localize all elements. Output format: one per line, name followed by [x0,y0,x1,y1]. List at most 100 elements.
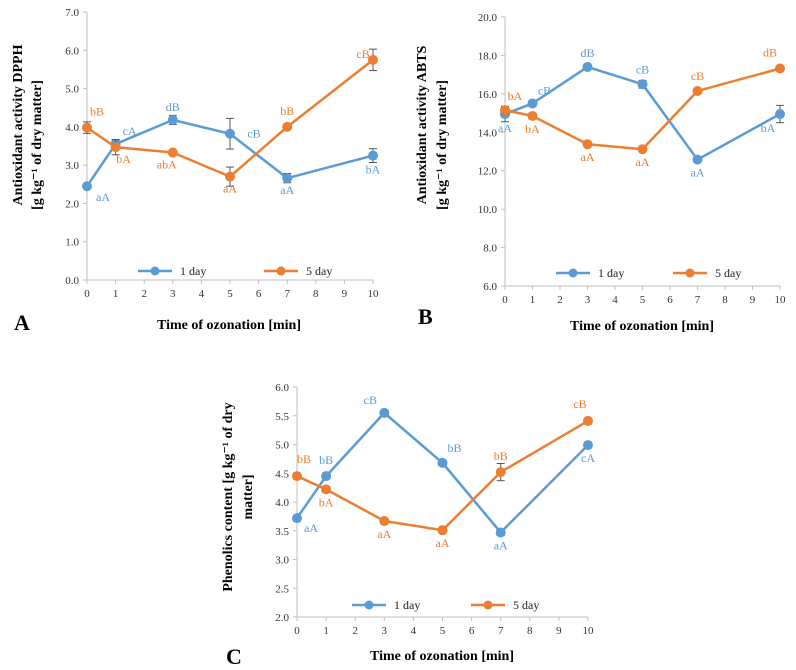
data-point-5day [437,525,448,536]
y-tick-label: 1.0 [65,237,79,249]
x-tick-label: 3 [170,288,176,300]
legend: 1 day 5 day [138,264,332,278]
y-axis-title-line2: matter] [241,474,256,519]
data-label-5day: bB [90,105,104,119]
data-point-5day [82,122,92,133]
data-label-1day: cA [123,124,137,138]
x-tick-label: 0 [294,625,300,637]
data-label-1day: cB [247,127,260,141]
x-axis-title: Time of ozonation [min] [570,319,714,334]
data-label-1day: bB [447,441,461,455]
data-label-5day: abA [157,158,177,172]
x-tick-label: 6 [469,625,475,637]
data-label-1day: dB [580,46,594,60]
x-tick-label: 0 [84,288,90,300]
y-tick-label: 4.0 [65,122,79,134]
data-point-1day [292,513,302,524]
legend-marker-1day [364,600,374,610]
data-label-5day: aA [581,150,595,164]
panel-label: C [226,644,242,669]
data-point-1day [282,173,293,184]
x-tick-label: 4 [411,625,417,637]
series-line-1day [85,118,374,187]
data-label-1day: bB [319,453,333,467]
data-label-5day: aA [223,182,237,196]
y-tick-label: 4.0 [275,497,289,509]
legend-label-5day: 5 day [715,266,741,280]
data-label-1day: bA [761,121,776,135]
data-label-1day: aA [691,166,705,180]
x-tick-label: 2 [557,294,563,306]
y-tick-label: 0.0 [65,275,79,287]
x-tick-label: 6 [256,288,262,300]
x-tick-label: 8 [722,294,728,306]
data-label-1day: cB [538,83,551,97]
x-tick-label: 5 [440,625,446,637]
y-tick-label: 2.0 [65,198,79,210]
y-tick-label: 8.0 [483,243,497,255]
data-point-5day [527,110,538,121]
data-label-1day: cB [636,62,649,76]
y-tick-label: 3.0 [275,555,289,567]
data-label-1day: aA [280,183,294,197]
data-label-1day: dB [166,100,180,114]
data-point-5day [292,471,302,482]
y-axis-title-line2: [g kg⁻¹ of dry matter] [435,80,450,210]
data-point-5day [368,54,378,65]
data-label-5day: cB [573,397,586,411]
chart-phenolics: 2.02.53.03.54.04.55.05.56.00 1 2 3 4 5 6 7 8 9 10 … [221,382,595,669]
x-tick-label: 10 [583,625,595,637]
x-tick-label: 2 [141,288,147,300]
data-label-1day: cB [364,393,377,407]
legend-marker-5day [276,266,286,276]
data-label-5day: bB [297,452,311,466]
legend-label-5day: 5 day [513,598,539,612]
data-point-1day [167,114,178,125]
data-point-1day [225,128,235,139]
data-point-5day [225,171,235,182]
y-tick-label: 4.5 [275,468,289,480]
x-tick-label: 1 [323,625,329,637]
legend-label-1day: 1 day [394,598,420,612]
chart-dpph: 0.0 1.0 2.0 3.0 4.0 5.0 6.0 7.0 0 1 2 3 4 5 6 7 8 9 10 aA c… [11,7,381,335]
data-label-5day: bB [494,449,508,463]
y-axis-title-line1: Phenolics content [g kg⁻¹ of dry [221,402,236,591]
y-tick-label: 7.0 [65,7,79,19]
data-point-1day [692,154,703,165]
x-tick-label: 8 [527,625,533,637]
data-label-1day: aA [494,538,508,552]
data-point-5day [775,63,785,74]
y-tick-label: 14.0 [478,127,498,139]
x-axis-title: Time of ozonation [min] [157,318,301,333]
legend-marker-5day [483,600,493,610]
data-point-1day [527,98,538,109]
data-label-1day: aA [96,190,110,204]
data-point-1day [82,181,92,192]
y-tick-label: 16.0 [478,89,498,101]
y-axis-title-line1: Antioxidant activity DPPH [11,44,26,205]
x-tick-label: 1 [113,288,119,300]
x-tick-label: 10 [775,294,787,306]
data-point-5day [637,144,648,155]
data-point-5day [379,515,390,526]
data-label-5day: bA [319,495,334,509]
series-line-1day [295,411,589,534]
y-tick-label: 3.0 [65,160,79,172]
x-tick-label: 5 [227,288,233,300]
x-tick-label: 4 [199,288,205,300]
y-tick-label: 5.0 [275,440,289,452]
x-tick-label: 7 [498,625,504,637]
data-point-5day [583,415,593,426]
data-point-1day [379,407,390,418]
data-point-1day [582,61,593,72]
x-tick-label: 5 [640,294,646,306]
data-point-1day [495,527,506,538]
x-tick-label: 6 [667,294,673,306]
data-point-5day [500,105,510,116]
x-tick-label: 9 [342,288,348,300]
legend-marker-1day [150,266,160,276]
y-tick-label: 2.5 [275,583,289,595]
chart-abts: 6.0 8.0 10.0 12.0 14.0 16.0 18.0 20.0 0 1 2 3 4 5 6 7 8 9… [415,12,786,334]
data-label-5day: bA [116,152,131,166]
